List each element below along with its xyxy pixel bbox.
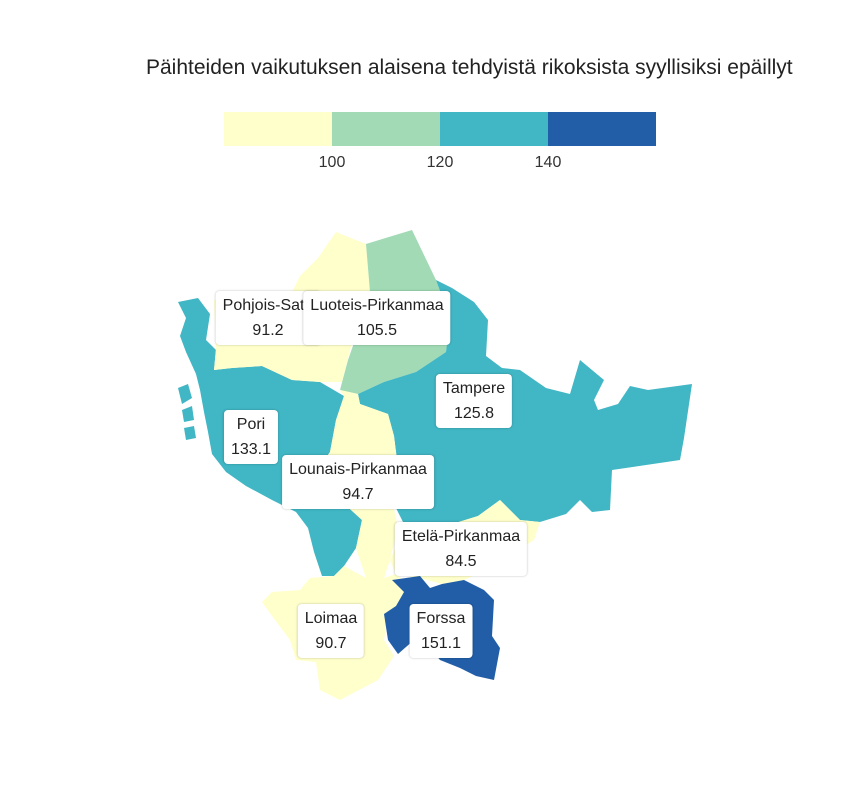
legend-bar bbox=[224, 112, 656, 146]
region-name: Forssa bbox=[416, 610, 466, 627]
region-value: 133.1 bbox=[230, 441, 272, 458]
region-pori-island[interactable] bbox=[184, 426, 196, 440]
region-name: Pori bbox=[236, 416, 266, 433]
region-name: Tampere bbox=[442, 380, 506, 397]
region-name: Loimaa bbox=[304, 610, 358, 627]
region-label-forssa: Forssa 151.1 bbox=[409, 604, 473, 658]
map-title: Päihteiden vaikutuksen alaisena tehdyist… bbox=[146, 56, 793, 79]
region-pori-island[interactable] bbox=[178, 384, 192, 404]
region-tampere[interactable] bbox=[358, 280, 692, 530]
region-value: 151.1 bbox=[420, 635, 462, 652]
legend-swatch-4 bbox=[548, 112, 656, 146]
region-name: Luoteis-Pirkanmaa bbox=[310, 297, 444, 314]
region-name: Lounais-Pirkanmaa bbox=[289, 461, 427, 478]
legend-swatch-2 bbox=[332, 112, 440, 146]
region-value: 90.7 bbox=[315, 635, 347, 652]
color-legend: 100 120 140 bbox=[224, 112, 656, 171]
region-label-luoteis-pirkanmaa: Luoteis-Pirkanmaa 105.5 bbox=[303, 291, 451, 345]
region-pori-island[interactable] bbox=[182, 406, 194, 422]
region-name: Etelä-Pirkanmaa bbox=[401, 528, 521, 545]
region-label-pori: Pori 133.1 bbox=[223, 410, 279, 464]
region-label-etela-pirkanmaa: Etelä-Pirkanmaa 84.5 bbox=[394, 522, 528, 576]
legend-swatch-3 bbox=[440, 112, 548, 146]
region-value: 84.5 bbox=[445, 553, 477, 570]
region-label-lounais-pirkanmaa: Lounais-Pirkanmaa 94.7 bbox=[282, 455, 434, 509]
legend-swatch-1 bbox=[224, 112, 332, 146]
legend-tick: 120 bbox=[426, 154, 454, 171]
region-value: 91.2 bbox=[252, 322, 284, 339]
legend-tick: 140 bbox=[534, 154, 562, 171]
legend-tick: 100 bbox=[318, 154, 346, 171]
region-value: 94.7 bbox=[342, 486, 374, 503]
region-label-pohjois-satakunta: Pohjois-Sata 91.2 bbox=[215, 291, 321, 345]
region-label-tampere: Tampere 125.8 bbox=[435, 374, 513, 428]
region-label-loimaa: Loimaa 90.7 bbox=[297, 604, 365, 658]
region-value: 125.8 bbox=[453, 405, 495, 422]
region-name: Pohjois-Sata bbox=[222, 297, 314, 314]
region-value: 105.5 bbox=[356, 322, 398, 339]
